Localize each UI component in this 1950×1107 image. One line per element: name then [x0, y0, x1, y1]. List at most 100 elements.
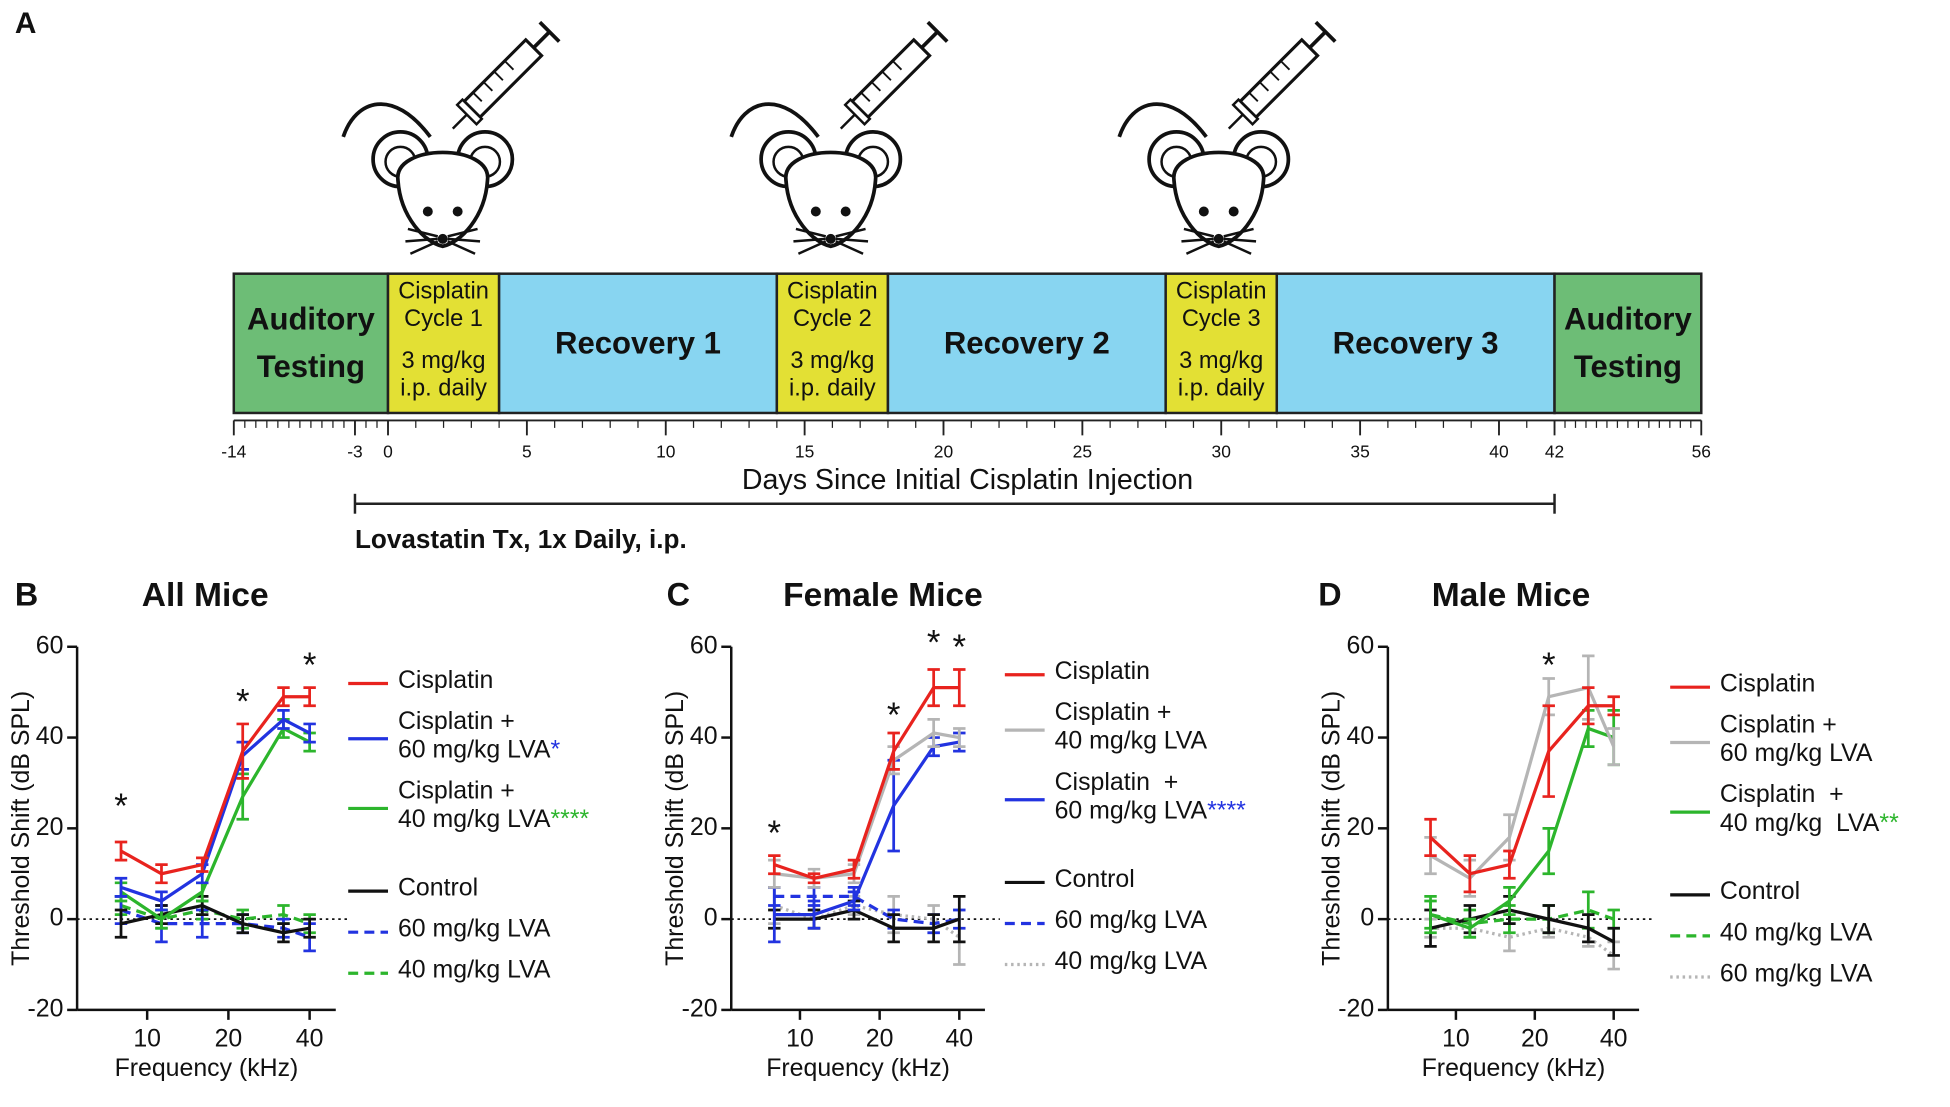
significance-marker: * [927, 623, 941, 662]
panel-label: B [15, 577, 38, 613]
segment-label: Recovery 2 [943, 325, 1110, 361]
x-tick-label: 40 [296, 1024, 324, 1052]
label-box: Auditory Testing [1564, 302, 1692, 384]
error-bar [1607, 695, 1620, 717]
series [114, 708, 316, 912]
y-tick-label: -20 [27, 994, 63, 1022]
label-box: 3 mg/kg i.p. daily [400, 348, 487, 402]
segment-label: Auditory Testing [246, 302, 375, 385]
tick-label: 35 [1350, 441, 1369, 461]
timeline-segment [1164, 272, 1279, 415]
label-box: Cisplatin [1054, 657, 1150, 686]
legend-entry: 60 mg/kg LVA [398, 915, 1948, 944]
timeline-segment [886, 272, 1167, 415]
legend-entry: 60 mg/kg LVA [1720, 960, 1948, 989]
treatment-label: Lovastatin Tx, 1x Daily, i.p. [355, 524, 687, 554]
tick-label: 30 [1212, 441, 1231, 461]
legend-label: Control [1054, 865, 1135, 894]
series [1424, 686, 1620, 894]
axis-title: Days Since Initial Cisplatin Injection [742, 464, 1193, 496]
label-box: Cisplatin + 40 mg/kg LVA** [1720, 781, 1948, 838]
legend-label: 40 mg/kg LVA [1054, 947, 1208, 976]
legend-significance: ** [1879, 809, 1899, 838]
legend-entry: Cisplatin + 40 mg/kg LVA** [1720, 781, 1948, 838]
tick-label: 5 [522, 441, 532, 461]
label-box: Cisplatin Cycle 2 [787, 278, 878, 333]
timeline-segment [1553, 272, 1703, 415]
tick-label: 25 [1073, 441, 1092, 461]
legend-entry: 40 mg/kg LVA [398, 956, 1948, 985]
label-box: Recovery 1 [555, 326, 721, 361]
y-tick-label: 40 [690, 722, 718, 750]
error-bar [953, 727, 966, 749]
series-line [120, 908, 311, 939]
label-box: Cisplatin [1719, 670, 1816, 698]
label-box: Recovery 3 [1333, 326, 1499, 361]
tick-label: 10 [656, 441, 675, 461]
segment-label: Cisplatin Cycle 2 [787, 278, 878, 333]
legend-entry: 40 mg/kg LVA [1720, 919, 1948, 948]
mouse-illustration [341, 20, 562, 256]
label-box: 40 mg/kg LVA [1720, 919, 1948, 948]
tick-label: 56 [1692, 441, 1711, 461]
legend-label: Cisplatin + 40 mg/kg LVA [1054, 699, 1208, 755]
legend-label: 40 mg/kg LVA [397, 956, 551, 984]
legend-label: Control [397, 874, 479, 902]
legend-label: Cisplatin [1719, 670, 1816, 698]
y-tick-label: -20 [1338, 994, 1374, 1022]
y-tick-label: 0 [50, 904, 64, 932]
legend-label: Cisplatin + 40 mg/kg LVA [1719, 781, 1880, 838]
panel-label: A [15, 7, 37, 40]
label-box: 60 mg/kg LVA [1055, 907, 1208, 934]
legend-entry: 40 mg/kg LVA [1055, 948, 1948, 977]
tick-label: 0 [383, 441, 393, 461]
significance-marker: * [114, 787, 128, 826]
label-box: Cisplatin + 60 mg/kg LVA**** [1055, 769, 1246, 825]
error-bar [114, 908, 128, 939]
series-line [120, 903, 311, 926]
series [768, 668, 966, 885]
x-tick-label: 40 [945, 1024, 973, 1052]
x-axis-title: Frequency (kHz) [766, 1054, 950, 1082]
error-bar [114, 876, 128, 898]
legend-entry: Cisplatin + 60 mg/kg LVA* [398, 708, 1948, 765]
y-tick-label: 60 [1347, 631, 1375, 659]
significance-marker: * [768, 814, 782, 853]
y-tick-label: 0 [704, 904, 718, 932]
legend-entry: Control [1720, 878, 1948, 907]
series [1424, 895, 1620, 957]
label-box: Cisplatin Cycle 3 [1176, 279, 1267, 332]
legend-entry: Control [1055, 866, 1948, 895]
label-box: 3 mg/kg i.p. daily [1178, 348, 1265, 401]
x-tick-label: 20 [215, 1024, 243, 1052]
mouse-illustration [729, 20, 950, 256]
x-tick-label: 20 [1521, 1024, 1549, 1052]
y-tick-label: -20 [682, 994, 718, 1022]
significance-marker: * [236, 682, 250, 721]
y-tick-label: 40 [1347, 722, 1375, 750]
legend-entry: Cisplatin + 40 mg/kg LVA**** [398, 777, 1948, 834]
legend-label: Cisplatin [1054, 657, 1150, 686]
segment-sublabel: 3 mg/kg i.p. daily [789, 348, 876, 402]
tick-label: -3 [347, 441, 362, 461]
series [114, 686, 316, 885]
tick-label: 20 [934, 441, 953, 461]
label-box: Cisplatin + 60 mg/kg LVA* [398, 708, 1948, 765]
x-tick-label: 10 [786, 1024, 814, 1052]
y-tick-label: 60 [690, 631, 718, 659]
label-box: Control [1055, 866, 1948, 895]
label-box: Cisplatin Cycle 1 [398, 279, 489, 332]
legend-label: 40 mg/kg LVA [1719, 919, 1873, 947]
legend-entry: Cisplatin + 40 mg/kg LVA [1055, 699, 1948, 756]
x-axis-title: Frequency (kHz) [1422, 1054, 1606, 1082]
segment-sublabel: 3 mg/kg i.p. daily [400, 348, 487, 402]
significance-marker: * [303, 646, 317, 685]
significance-marker: * [1542, 646, 1556, 685]
tick-label: 40 [1489, 441, 1508, 461]
chart-title: Female Mice [783, 577, 983, 614]
chart-title: All Mice [142, 577, 269, 614]
legend-label: Control [1719, 878, 1801, 906]
y-axis-title: Threshold Shift (dB SPL) [1318, 691, 1346, 966]
